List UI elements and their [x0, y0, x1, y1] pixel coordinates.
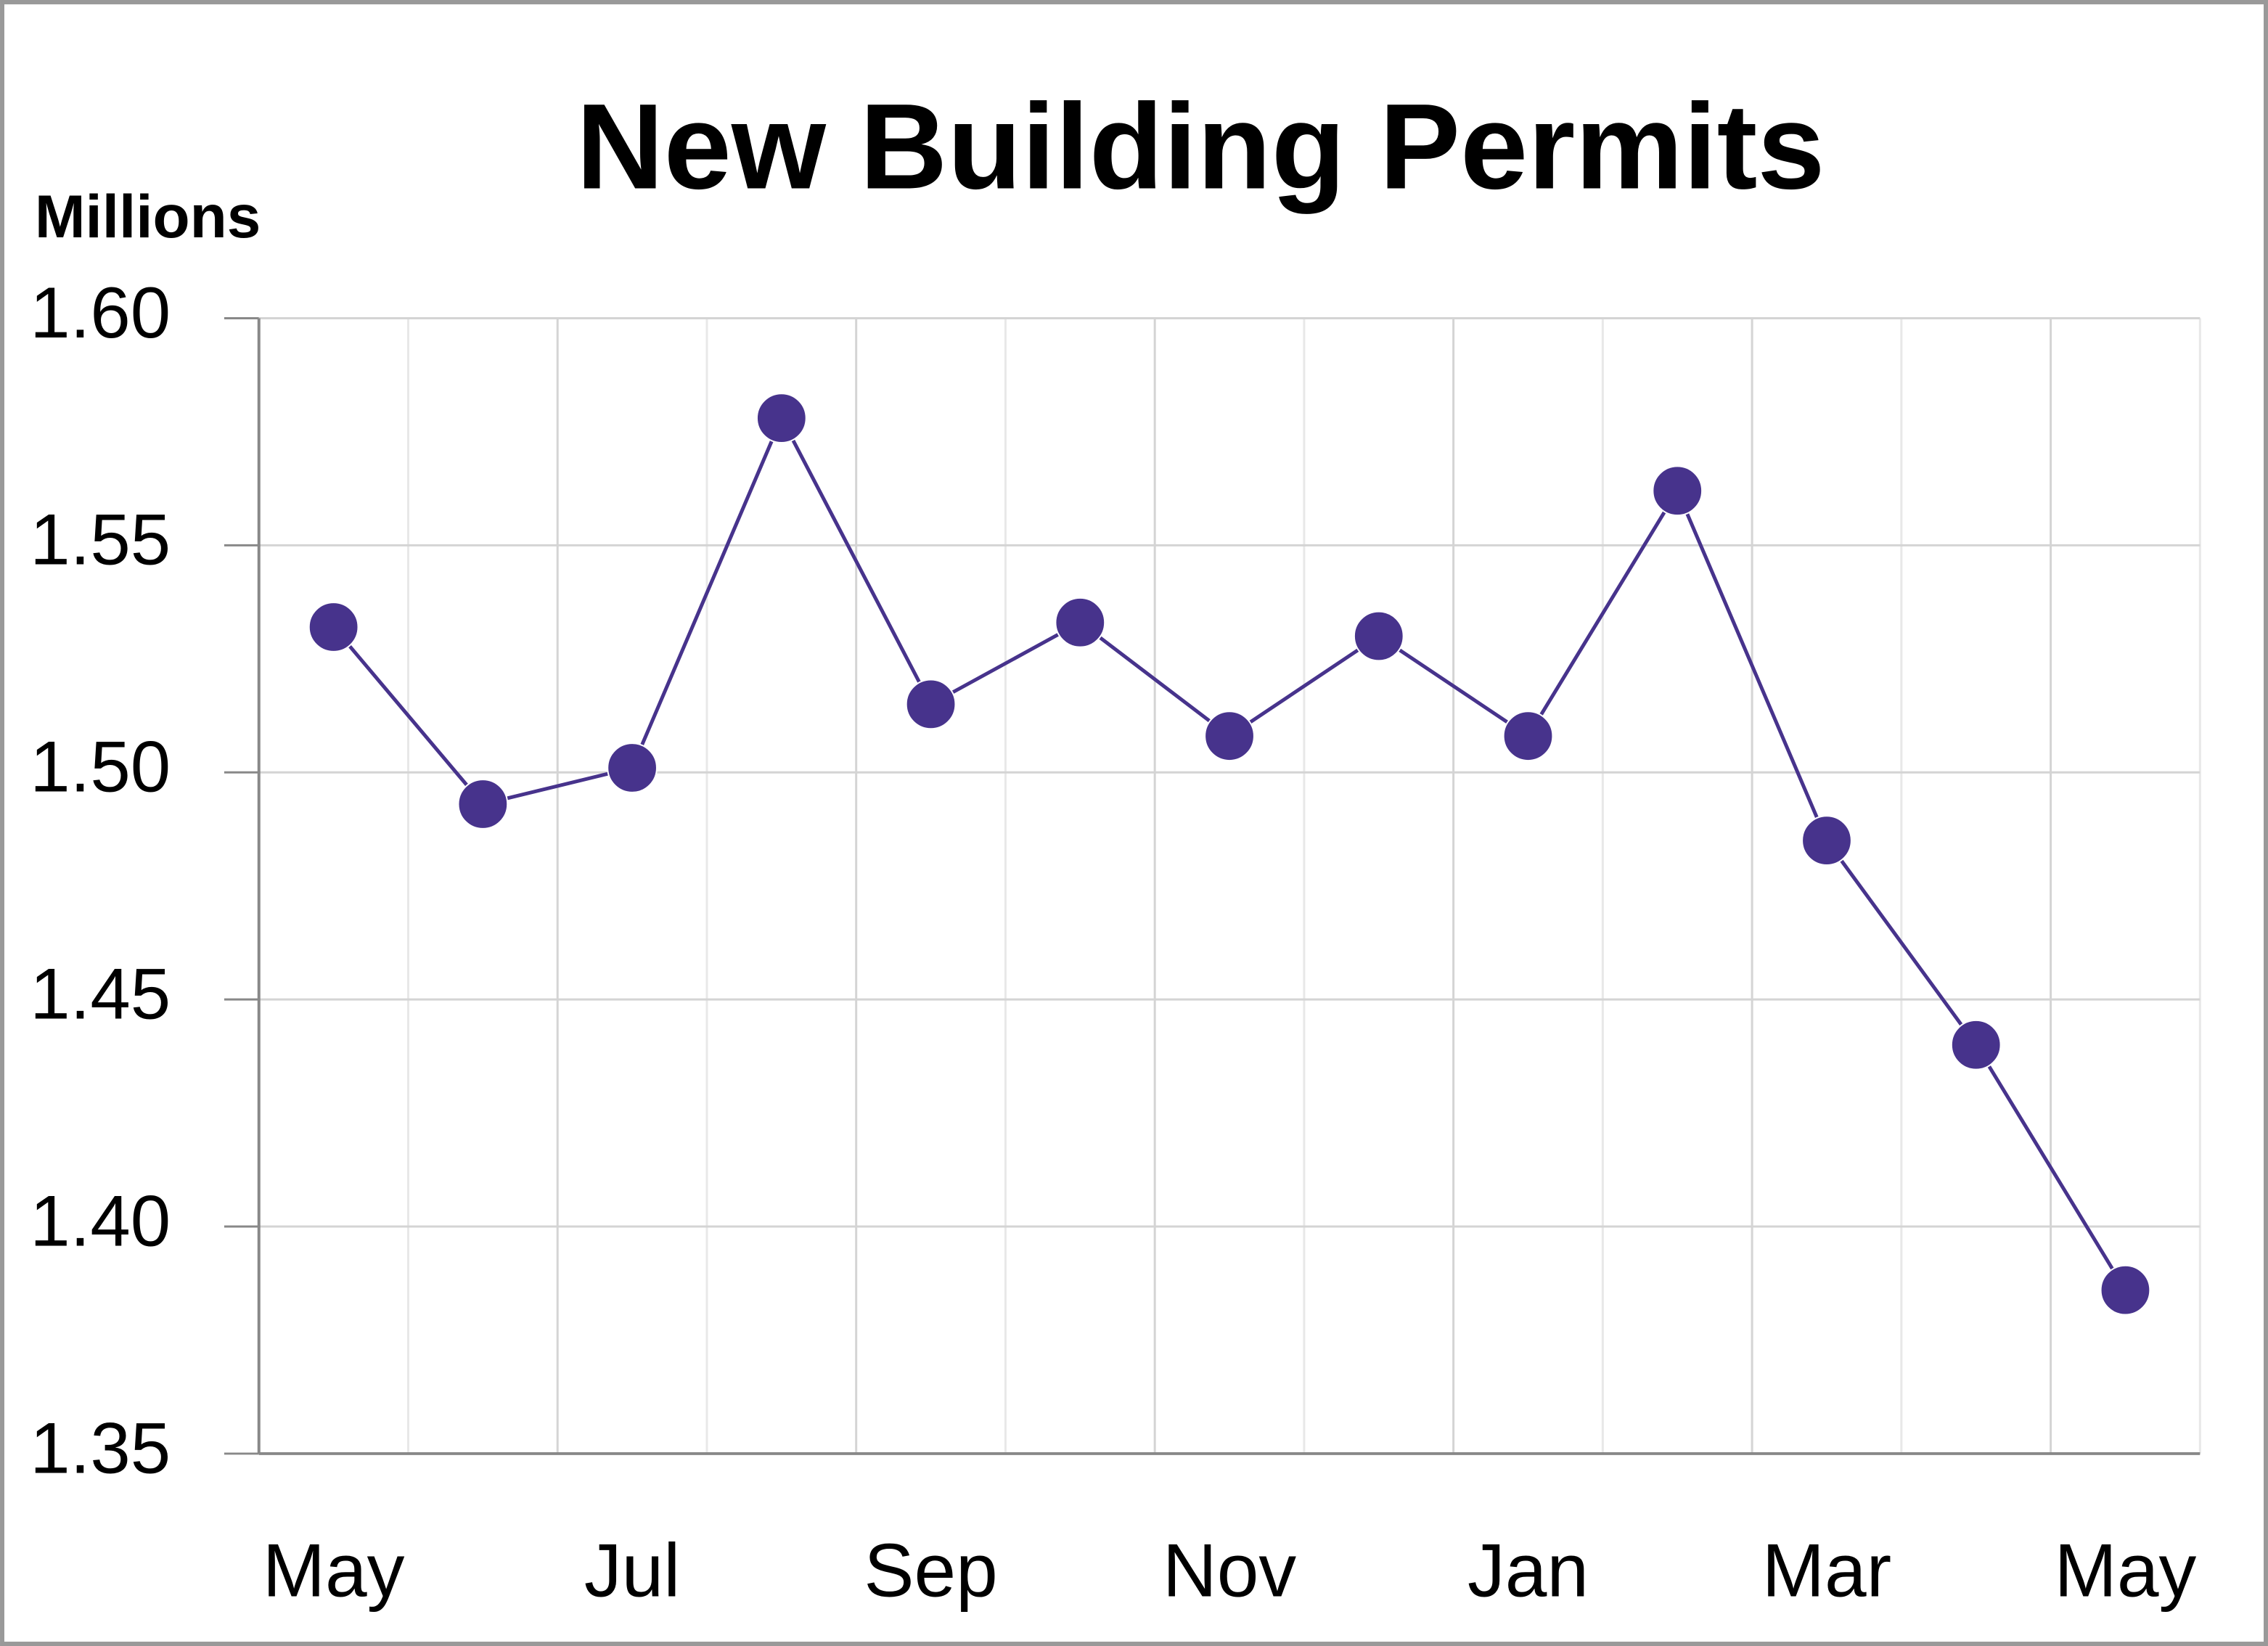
x-tick-label: Jan: [1467, 1528, 1589, 1613]
marker: [1502, 711, 1554, 762]
marker: [905, 679, 957, 730]
x-tick-label: Sep: [864, 1528, 997, 1613]
marker: [1652, 465, 1703, 517]
marker: [1801, 815, 1852, 866]
marker: [308, 602, 359, 652]
marker: [1204, 711, 1255, 762]
y-tick-label: 1.45: [30, 954, 171, 1034]
chart-title: New Building Permits: [576, 78, 1825, 214]
y-tick-label: 1.50: [30, 727, 171, 808]
y-axis-label: Millions: [35, 182, 261, 250]
x-tick-label: May: [263, 1528, 405, 1613]
y-tick-label: 1.35: [30, 1408, 171, 1489]
marker: [457, 779, 509, 830]
marker: [756, 393, 807, 444]
x-tick-label: Mar: [1762, 1528, 1891, 1613]
x-tick-label: Jul: [584, 1528, 680, 1613]
y-tick-label: 1.60: [30, 273, 171, 353]
marker: [1353, 610, 1404, 662]
marker: [2100, 1264, 2151, 1316]
marker: [1950, 1019, 2002, 1070]
marker: [1055, 597, 1106, 648]
y-tick-label: 1.55: [30, 500, 171, 581]
x-tick-label: Nov: [1163, 1528, 1296, 1613]
x-tick-label: May: [2055, 1528, 2197, 1613]
y-tick-label: 1.40: [30, 1181, 171, 1261]
marker: [607, 742, 658, 793]
